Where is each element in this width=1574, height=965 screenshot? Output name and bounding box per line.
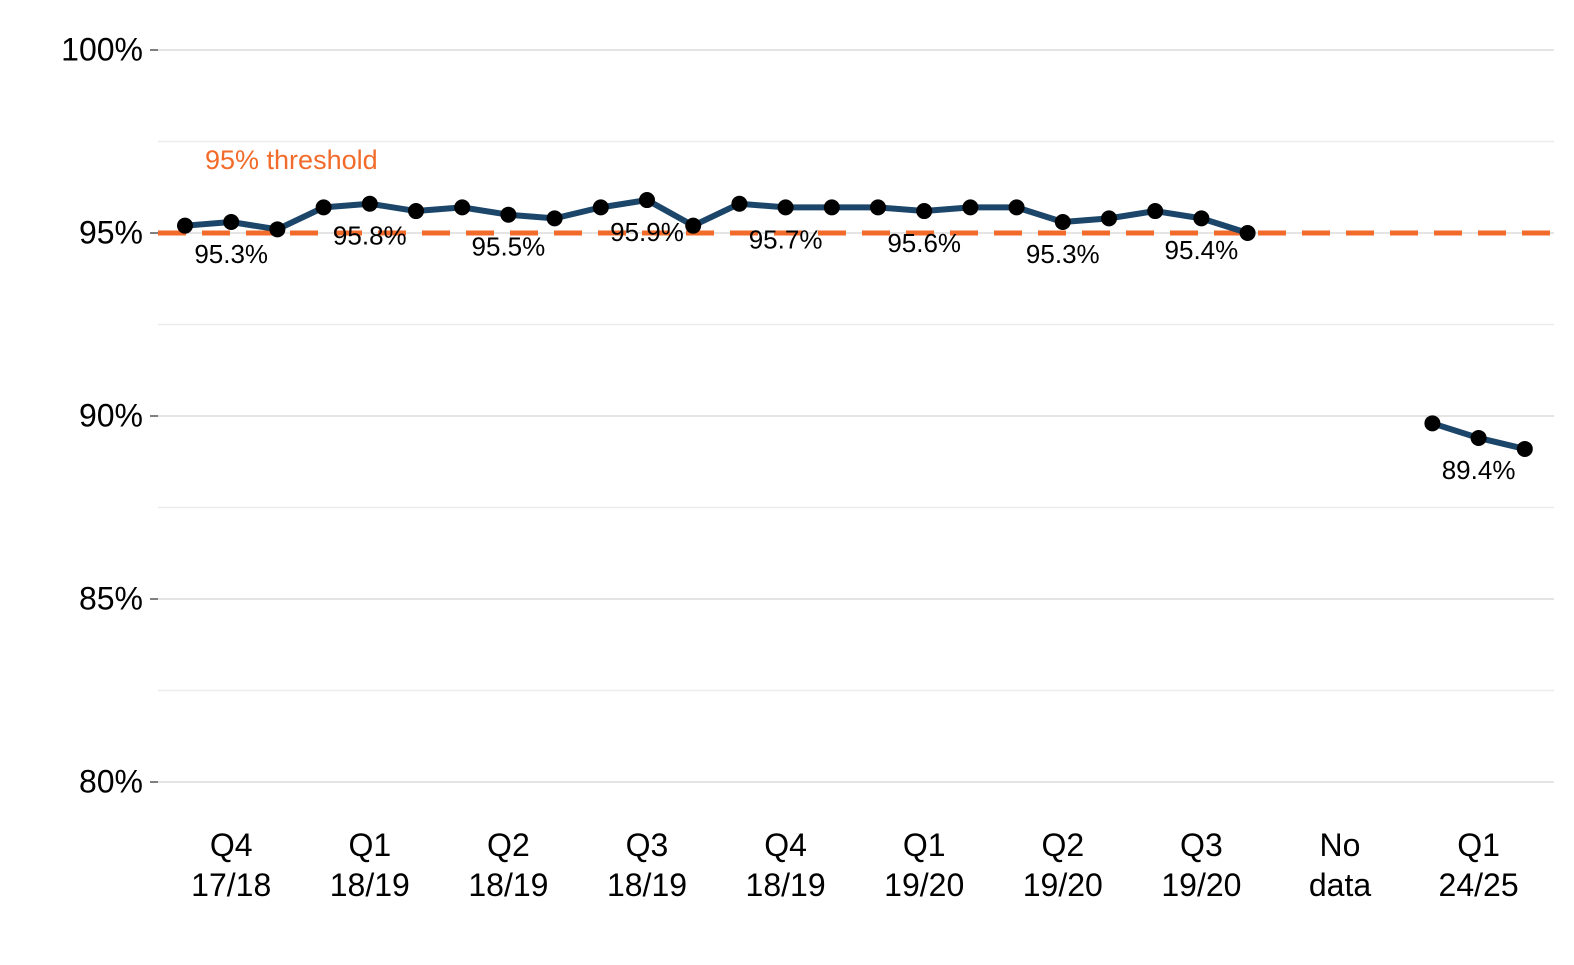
data-point [1101,210,1117,227]
x-tick-label: Q4 17/18 [191,827,271,903]
x-tick-label: Q1 24/25 [1439,827,1519,903]
data-point [223,214,240,231]
data-point [592,199,609,216]
data-label: 95.9% [610,217,684,247]
data-point [1147,203,1164,220]
data-label: 95.3% [1026,239,1100,269]
data-point [916,203,933,220]
data-point [315,199,332,216]
x-tick-label: Q2 19/20 [1023,827,1103,903]
x-tick-label: Q2 18/19 [468,827,548,903]
data-point [962,199,979,216]
data-label: 95.8% [333,221,407,251]
data-label: 95.3% [194,239,268,269]
data-point [639,192,655,209]
data-label: 89.4% [1442,455,1516,485]
data-point [1008,199,1025,216]
data-point [269,221,286,238]
data-point [500,206,517,223]
data-label: 95.6% [887,228,961,258]
data-point [1470,429,1487,446]
x-tick-label: Q3 18/19 [607,827,687,903]
x-tick-label: Q4 18/19 [746,827,826,903]
x-tick-label: No data [1309,827,1371,903]
data-point [1239,225,1256,241]
data-point [870,199,886,216]
data-point [1193,210,1210,227]
data-point [823,199,840,216]
x-tick-label: Q1 19/20 [884,827,964,903]
y-tick-label: 80% [79,763,143,799]
data-point [454,199,471,216]
y-tick-label: 85% [79,580,143,616]
data-point [731,195,748,212]
data-point [1424,415,1441,432]
y-tick-label: 95% [79,214,143,250]
threshold-label: 95% threshold [205,145,378,175]
data-point [1054,214,1071,231]
x-tick-label: Q1 18/19 [330,827,410,903]
x-tick-label: Q3 19/20 [1161,827,1241,903]
y-tick-label: 100% [61,31,143,67]
data-point [685,217,702,234]
data-point [546,210,563,227]
data-point [408,203,424,220]
data-point [1516,440,1533,457]
data-label: 95.7% [749,224,823,254]
data-label: 95.4% [1165,235,1239,265]
y-tick-label: 90% [79,397,143,433]
data-point [361,195,378,212]
data-point [777,199,794,216]
data-label: 95.5% [472,232,546,262]
data-point [177,217,193,234]
